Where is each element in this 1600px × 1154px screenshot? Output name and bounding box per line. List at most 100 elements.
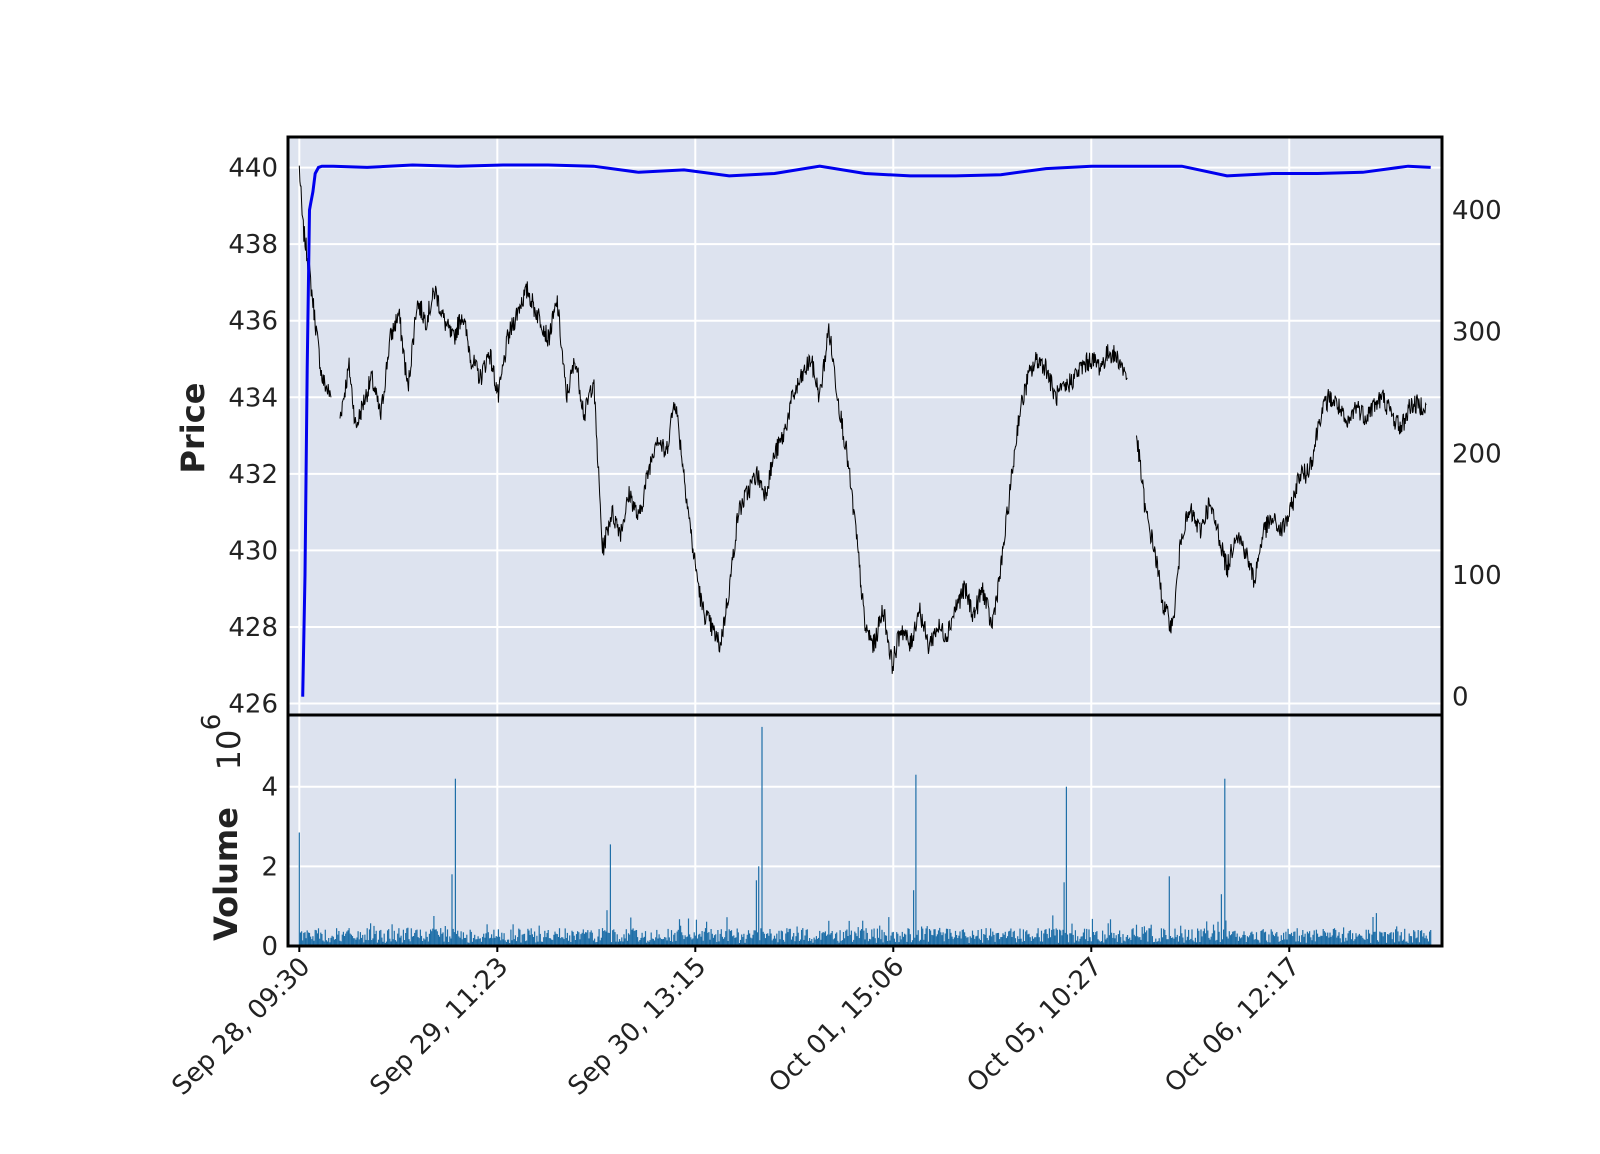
- volume-bar: [1300, 942, 1302, 946]
- volume-bar: [1296, 928, 1298, 946]
- volume-bar: [416, 929, 418, 946]
- volume-bar: [1215, 940, 1217, 946]
- volume-bar: [603, 931, 605, 946]
- volume-bar: [1072, 934, 1074, 946]
- volume-bar: [1309, 931, 1311, 946]
- volume-bar: [1383, 932, 1385, 946]
- volume-bar: [554, 931, 556, 946]
- volume-bar: [523, 933, 526, 946]
- volume-bar: [312, 936, 314, 946]
- volume-bar: [899, 935, 901, 946]
- volume-bar: [1186, 936, 1188, 946]
- volume-bar: [1076, 940, 1078, 946]
- volume-bar: [661, 939, 664, 946]
- volume-bar: [749, 933, 751, 946]
- volume-bar: [419, 929, 421, 946]
- volume-bar: [539, 933, 541, 946]
- volume-bar: [1194, 937, 1196, 946]
- volume-bar: [640, 937, 642, 946]
- volume-bar: [1425, 935, 1427, 946]
- price-axis-title: Price: [174, 383, 212, 474]
- volume-bar: [1406, 941, 1408, 946]
- volume-bar: [909, 934, 911, 946]
- volume-bar: [715, 934, 717, 946]
- volume-bar: [374, 934, 376, 946]
- volume-bar: [1240, 938, 1242, 946]
- price-series-layer: [298, 165, 1427, 674]
- volume-bar: [1001, 937, 1003, 946]
- volume-bar: [1091, 918, 1093, 946]
- volume-bar: [494, 937, 496, 946]
- volume-panel-background: [288, 715, 1442, 946]
- volume-bar: [401, 942, 403, 946]
- volume-bar: [1142, 933, 1144, 946]
- volume-bar: [729, 931, 731, 946]
- volume-bar: [1415, 938, 1417, 946]
- volume-bar: [1252, 934, 1254, 946]
- volume-bar: [410, 928, 412, 946]
- volume-bar: [801, 929, 803, 946]
- volume-bar: [508, 939, 510, 946]
- volume-bar: [933, 929, 935, 946]
- volume-bar: [397, 933, 399, 946]
- volume-bar: [1009, 930, 1011, 946]
- volume-bar: [368, 929, 371, 946]
- volume-bar: [375, 930, 377, 946]
- volume-bar: [1040, 930, 1043, 946]
- volume-bar: [988, 935, 991, 946]
- volume-bar: [1346, 940, 1348, 946]
- volume-bar: [402, 929, 404, 946]
- volume-bar: [546, 933, 548, 946]
- volume-bar: [1008, 931, 1010, 946]
- volume-bar: [666, 940, 668, 946]
- volume-bar: [1096, 931, 1098, 946]
- volume-bar: [1389, 933, 1391, 946]
- volume-bar: [936, 934, 938, 946]
- volume-bar: [589, 932, 591, 946]
- volume-bar: [1026, 930, 1028, 946]
- volume-bar: [1172, 937, 1174, 946]
- volume-bar: [900, 939, 902, 946]
- volume-bar: [590, 930, 592, 946]
- volume-bar: [673, 934, 675, 946]
- volume-bar: [574, 940, 576, 946]
- volume-bar: [776, 933, 778, 946]
- volume-bar: [1404, 928, 1406, 946]
- volume-bar: [315, 930, 317, 946]
- volume-bar: [571, 930, 573, 946]
- volume-bar: [1400, 932, 1402, 946]
- volume-bar: [723, 938, 725, 946]
- volume-bar: [428, 933, 430, 946]
- price-right-tick-labels: 0 100 200 300 400: [1452, 196, 1502, 713]
- volume-bar: [502, 939, 504, 946]
- volume-bar: [1033, 938, 1035, 946]
- volume-bar: [755, 880, 757, 946]
- volume-bar: [398, 928, 400, 946]
- volume-bar: [937, 930, 940, 946]
- volume-bar: [762, 931, 764, 946]
- price-right-tick-label: 100: [1452, 561, 1502, 591]
- volume-bar: [316, 933, 318, 946]
- volume-bar: [1037, 928, 1039, 946]
- volume-bar: [651, 938, 653, 946]
- volume-bar: [625, 929, 627, 946]
- volume-bar: [1352, 933, 1354, 946]
- volume-bar: [727, 941, 729, 946]
- volume-bar: [1354, 939, 1356, 946]
- volume-bar: [767, 933, 769, 946]
- volume-bar: [655, 937, 657, 946]
- volume-bar: [1111, 932, 1113, 946]
- volume-bar: [545, 937, 547, 946]
- volume-bar: [495, 936, 497, 946]
- volume-panel-frame: [286, 713, 1444, 948]
- volume-bar: [1233, 931, 1235, 946]
- volume-bar: [1363, 939, 1365, 946]
- volume-bar: [1259, 942, 1261, 946]
- volume-bar: [1238, 936, 1241, 946]
- volume-bar: [1114, 938, 1116, 946]
- volume-bar: [1330, 936, 1332, 946]
- volume-bar: [457, 930, 459, 946]
- volume-bar: [1409, 936, 1411, 946]
- volume-bar: [969, 936, 971, 946]
- volume-bar: [918, 941, 920, 946]
